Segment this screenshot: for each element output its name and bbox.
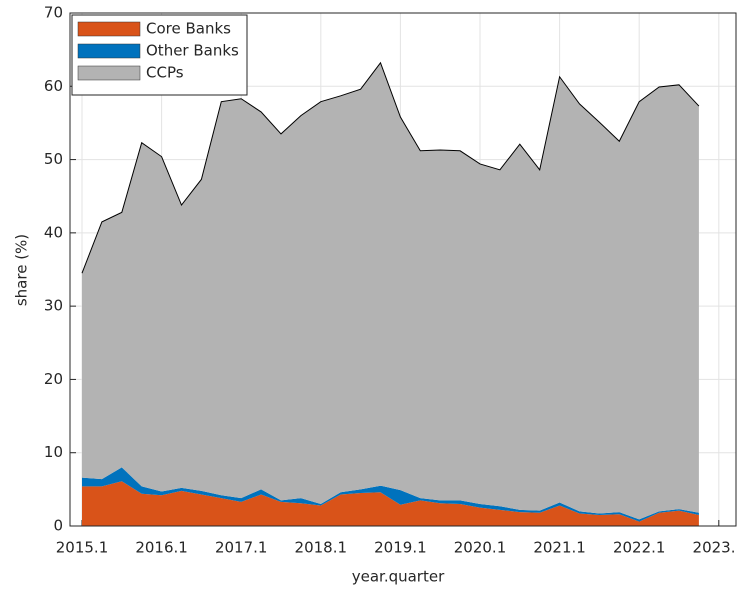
y-tick-label: 50 xyxy=(44,150,63,168)
legend-label: Other Banks xyxy=(146,42,239,60)
y-tick-label: 30 xyxy=(44,297,63,315)
x-tick-label: 2015.1 xyxy=(56,539,109,557)
axes-box xyxy=(69,12,737,527)
y-axis-label: share (%) xyxy=(13,234,31,306)
x-tick-label: 2018.1 xyxy=(295,539,348,557)
x-axis-label: year.quarter xyxy=(352,568,445,586)
area xyxy=(82,467,699,522)
y-tick-label: 70 xyxy=(44,4,63,22)
x-tick-label: 2019.1 xyxy=(374,539,427,557)
area xyxy=(82,62,699,520)
legend-swatch xyxy=(77,21,141,37)
legend-swatch xyxy=(77,43,141,59)
legend-swatch xyxy=(77,65,141,81)
y-tick-label: 20 xyxy=(44,370,63,388)
y-tick-label: 60 xyxy=(44,77,63,95)
legend: Core Banks Other Banks CCPs xyxy=(71,14,248,96)
y-tick-label: 10 xyxy=(44,443,63,461)
legend-label: Core Banks xyxy=(146,20,231,38)
x-tick-label: 2016.1 xyxy=(135,539,188,557)
y-tick-label: 0 xyxy=(53,517,63,535)
x-tick-label: 2017.1 xyxy=(215,539,268,557)
x-tick-label: 2020.1 xyxy=(454,539,507,557)
x-tick-label: 2023.1 xyxy=(693,539,737,557)
area-top-line xyxy=(81,61,700,274)
y-tick-label: 40 xyxy=(44,223,63,241)
area xyxy=(82,481,699,526)
x-tick-label: 2021.1 xyxy=(533,539,586,557)
legend-label: CCPs xyxy=(146,64,184,82)
x-tick-label: 2022.1 xyxy=(613,539,666,557)
